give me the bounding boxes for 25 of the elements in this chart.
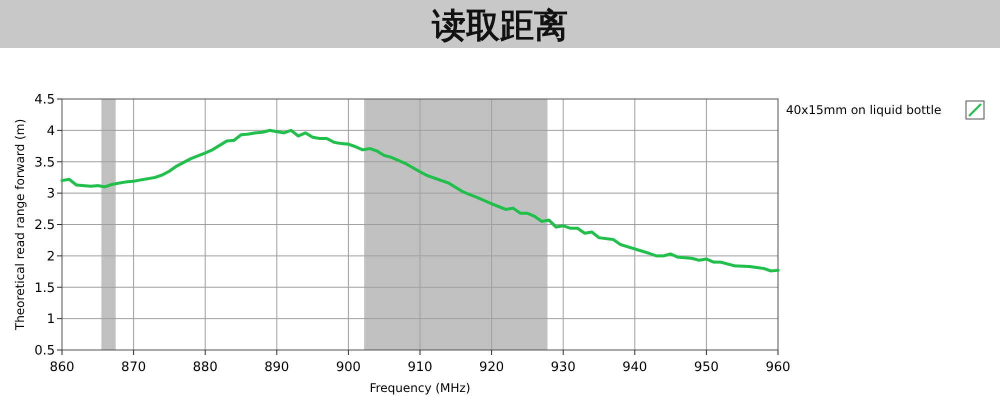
x-tick-label: 960 (766, 360, 790, 375)
chart-title: 读取距离 (431, 6, 568, 46)
y-tick-label: 2 (46, 249, 55, 264)
legend-label: 40x15mm on liquid bottle (786, 103, 942, 118)
x-tick-label: 940 (622, 360, 648, 375)
line-series (60, 128, 780, 272)
y-tick-label: 0.5 (34, 344, 55, 359)
x-tick-label: 870 (121, 360, 146, 375)
x-tick-label: 950 (694, 360, 719, 375)
x-tick-label: 890 (264, 360, 290, 375)
x-tick-label: 930 (550, 360, 576, 375)
x-tick-label: 880 (192, 360, 218, 375)
y-tick-label: 1 (46, 312, 55, 328)
x-axis-title: Frequency (MHz) (370, 381, 470, 395)
y-axis-title: Theoretical read range forward (m) (13, 118, 27, 332)
y-tick-label: 1.5 (34, 280, 55, 296)
y-tick-label: 3.5 (34, 155, 55, 170)
y-tick-label: 4.5 (34, 92, 55, 108)
y-tick-label: 2.5 (34, 218, 55, 234)
y-tick-label: 4 (46, 124, 55, 139)
x-tick-label: 920 (479, 360, 504, 375)
x-tick-label: 900 (336, 360, 361, 375)
y-tick-label: 3 (46, 186, 55, 202)
x-tick-label: 860 (50, 360, 74, 375)
x-tick-label: 910 (408, 360, 432, 375)
